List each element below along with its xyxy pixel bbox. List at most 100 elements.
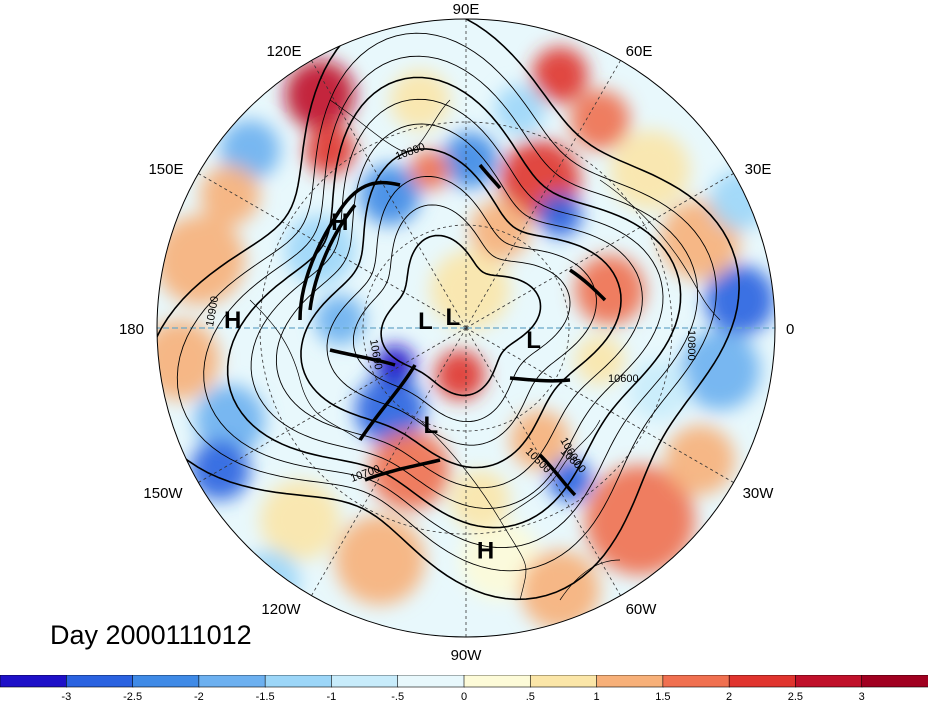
colorbar-swatch (132, 675, 200, 688)
contour-label: 10600 (608, 373, 639, 385)
colorbar-swatch (0, 675, 68, 688)
colorbar-swatch (861, 675, 928, 688)
colorbar-tick-label: -1.5 (256, 691, 275, 702)
longitude-label: 60E (626, 43, 653, 60)
longitude-label: 30W (743, 485, 775, 502)
anomaly-patch (430, 250, 510, 330)
jet-contour (364, 458, 441, 482)
height-contour (326, 175, 597, 446)
anomaly-patch (575, 335, 625, 385)
jet-contour (509, 376, 571, 383)
anomaly-patch (442, 132, 498, 188)
anomaly-patch (585, 465, 695, 575)
anomaly-patch (200, 165, 260, 225)
anomaly-patch (335, 515, 425, 605)
height-contour (176, 32, 717, 572)
colorbar: -3 -2.5 -2 -1.5 -1 -.5 0 .5 1 1.5 2 2.5 3 (0, 675, 928, 702)
anomaly-patch (370, 430, 450, 510)
colorbar-swatch (728, 675, 797, 688)
colorbar-swatch (795, 675, 863, 688)
jet-contour (298, 180, 401, 321)
low-pressure-label: L (445, 304, 460, 331)
anomaly-patch (355, 375, 425, 445)
anomaly-patch (157, 320, 220, 400)
jet-contour (358, 364, 417, 441)
longitude-label: 60W (626, 601, 658, 618)
colorbar-tick-label: -1 (327, 691, 337, 702)
jet-contour (478, 163, 502, 190)
coastline (249, 299, 361, 441)
anomaly-patch (470, 200, 530, 260)
high-pressure-label: H (477, 537, 494, 564)
anomaly-patch (157, 215, 245, 305)
jet-contour (329, 348, 396, 367)
colorbar-tick-label: 1.5 (655, 691, 670, 702)
anomaly-patch (410, 150, 450, 190)
anomaly-patch (710, 170, 770, 230)
colorbar-tick-label: 0 (461, 691, 467, 702)
anomaly-patch (548, 458, 592, 502)
colorbar-swatch (463, 675, 532, 688)
colorbar-swatch (198, 675, 266, 688)
contour-label: 10900 (204, 295, 221, 327)
colorbar-tick-label: .5 (526, 691, 535, 702)
latitude-circle (259, 121, 673, 535)
longitude-label: 30E (745, 161, 772, 178)
colorbar-tick-label: -.5 (391, 691, 404, 702)
longitude-label: 90E (453, 1, 480, 18)
anomaly-patch (575, 255, 645, 325)
colorbar-swatch (529, 675, 598, 688)
anomaly-patch (705, 265, 775, 335)
anomaly-patch (435, 350, 485, 400)
anomaly-patch (570, 90, 630, 150)
colorbar-tick-label: 3 (859, 691, 865, 702)
colorbar-tick-label: 1 (594, 691, 600, 702)
low-pressure-label: L (418, 308, 433, 335)
longitude-label: 150E (148, 161, 183, 178)
longitude-label: 120W (261, 601, 301, 618)
anomaly-patch (510, 410, 570, 470)
coastline (499, 419, 601, 521)
anomaly-patch (538, 193, 582, 237)
anomaly-patch (285, 60, 355, 130)
low-pressure-label: L (526, 327, 541, 354)
date-label: Day 2000111012 (50, 620, 252, 650)
low-pressure-label: L (423, 412, 438, 439)
anomaly-patch (630, 360, 690, 420)
high-pressure-label: H (224, 307, 241, 334)
longitude-label: 120E (266, 43, 301, 60)
jet-contour (569, 268, 607, 302)
coastline (329, 99, 451, 152)
longitude-label: 0 (786, 321, 794, 338)
colorbar-tick-label: -2 (194, 691, 204, 702)
anomaly-patch (220, 120, 280, 180)
colorbar-swatch (331, 675, 399, 688)
anomaly-patch (450, 470, 510, 530)
anomaly-patch (495, 85, 545, 135)
anomaly-patch (195, 385, 265, 455)
colorbar-tick-label: 2.5 (788, 691, 803, 702)
high-pressure-label: H (331, 209, 348, 236)
contour-label: 10800 (685, 330, 697, 361)
longitude-label: 90W (451, 647, 483, 664)
anomaly-patch (315, 295, 365, 345)
anomaly-patch (460, 520, 540, 600)
colorbar-tick-label: 2 (726, 691, 732, 702)
colorbar-swatch (264, 675, 333, 688)
colorbar-swatch (397, 675, 465, 688)
colorbar-swatch (662, 675, 730, 688)
longitude-label: 180 (119, 321, 144, 338)
anomaly-patch (260, 480, 340, 560)
colorbar-swatch (65, 675, 134, 688)
coastline (559, 559, 621, 601)
colorbar-swatch (596, 675, 664, 688)
colorbar-tick-label: -2.5 (123, 691, 142, 702)
anomaly-patch (532, 47, 588, 103)
height-contour (380, 234, 542, 397)
height-contour (352, 204, 571, 423)
jet-contour (538, 453, 577, 497)
height-contour (203, 55, 699, 549)
anomaly-patch (305, 125, 355, 175)
height-contour (157, 19, 740, 601)
